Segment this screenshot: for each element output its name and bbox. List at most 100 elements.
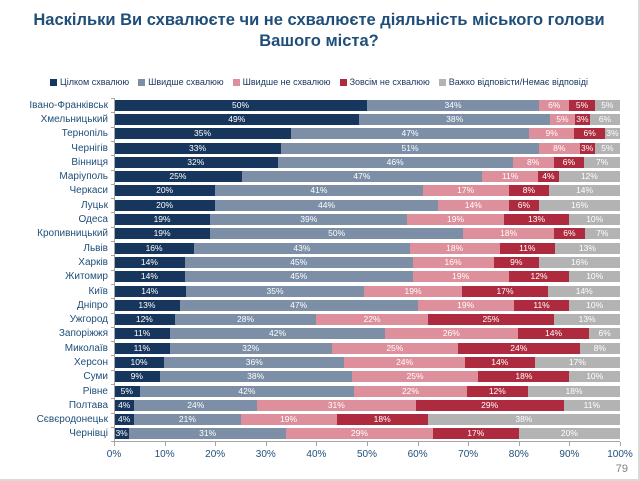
y-axis-tick: [111, 155, 115, 157]
segment-value-label: 13%: [528, 214, 546, 225]
stacked-bar: 19% 50% 18% 6% 7%: [114, 228, 620, 240]
bar-segment: 44%: [215, 199, 438, 211]
bar-segment: 50%: [114, 99, 367, 111]
bar-segment: 24%: [344, 356, 465, 368]
bar-segment: 9%: [114, 371, 160, 383]
segment-value-label: 19%: [457, 299, 475, 310]
bar-segment: 18%: [528, 385, 620, 397]
y-axis-line: [111, 98, 115, 443]
segment-value-label: 13%: [138, 299, 156, 310]
bar-segment: 13%: [554, 314, 620, 326]
segment-value-label: 14%: [464, 199, 482, 210]
segment-value-label: 17%: [457, 185, 475, 196]
segment-value-label: 11%: [583, 399, 601, 410]
bar-segment: 28%: [174, 314, 317, 326]
stacked-bar: 49% 38% 5% 3% 6%: [114, 113, 620, 125]
y-axis-tick: [111, 255, 115, 257]
segment-value-label: 32%: [242, 342, 260, 353]
stacked-bar: 3% 31% 29% 17% 20%: [114, 428, 620, 440]
segment-value-label: 13%: [578, 242, 596, 253]
category-label: Дніпро: [76, 299, 108, 311]
segment-value-label: 10%: [130, 356, 148, 367]
category-label: Луцьк: [81, 199, 108, 211]
x-axis-tick: [265, 442, 267, 447]
bar-segment: 11%: [114, 328, 171, 340]
segment-value-label: 17%: [467, 428, 485, 439]
x-axis-tick: [620, 442, 621, 447]
bar-segment: 17%: [422, 185, 509, 197]
segment-value-label: 11%: [519, 242, 536, 253]
segment-value-label: 8%: [522, 185, 536, 196]
y-axis-tick: [111, 169, 115, 171]
segment-value-label: 20%: [156, 199, 174, 210]
segment-value-label: 8%: [593, 342, 606, 353]
category-label: Київ: [88, 285, 108, 297]
segment-value-label: 19%: [153, 228, 171, 239]
bar-segment: 47%: [179, 299, 418, 311]
bar-segment: 8%: [539, 142, 580, 154]
segment-value-label: 35%: [266, 285, 284, 296]
bar-segment: 16%: [539, 256, 620, 268]
bar-segment: 26%: [384, 328, 518, 340]
x-axis-tick-label: 10%: [154, 449, 175, 461]
segment-value-label: 16%: [571, 199, 589, 210]
segment-value-label: 22%: [363, 314, 381, 325]
category-label: Рівне: [82, 385, 108, 397]
segment-value-label: 7%: [596, 228, 609, 239]
segment-value-label: 29%: [481, 399, 499, 410]
bar-segment: 4%: [114, 414, 135, 426]
segment-value-label: 34%: [444, 99, 462, 110]
stacked-bar: 12% 28% 22% 25% 13%: [114, 314, 620, 326]
chart-row: Львів 16% 43% 18% 11% 13%: [8, 241, 620, 255]
legend-label: Важко відповісти/Немає відповіді: [448, 77, 588, 87]
segment-value-label: 6%: [563, 228, 576, 239]
bar-segment: 11%: [499, 242, 555, 254]
y-axis-tick: [111, 212, 115, 214]
segment-value-label: 24%: [510, 342, 528, 353]
category-label: Запоріжжя: [58, 328, 108, 340]
bar-segment: 4%: [538, 171, 559, 183]
x-axis-tick: [114, 442, 115, 447]
segment-value-label: 31%: [199, 428, 217, 439]
segment-value-label: 18%: [446, 242, 464, 253]
y-axis-tick: [111, 140, 115, 142]
segment-value-label: 17%: [496, 285, 514, 296]
segment-value-label: 19%: [447, 214, 465, 225]
segment-value-label: 51%: [401, 142, 419, 153]
x-axis-tick: [468, 442, 470, 447]
x-axis-tick-label: 60%: [407, 449, 428, 461]
segment-value-label: 46%: [386, 156, 404, 167]
bar-segment: 11%: [114, 342, 170, 354]
category-label: Миколаїв: [64, 342, 108, 354]
segment-value-label: 25%: [406, 371, 424, 382]
stacked-bar: 32% 46% 8% 6% 7%: [114, 156, 620, 168]
segment-value-label: 14%: [140, 256, 158, 267]
segment-value-label: 9%: [510, 256, 523, 267]
segment-value-label: 9%: [545, 128, 558, 139]
bar-segment: 8%: [508, 185, 550, 197]
segment-value-label: 10%: [586, 214, 604, 225]
segment-value-label: 12%: [530, 271, 548, 282]
bar-segment: 6%: [574, 128, 605, 140]
segment-value-label: 45%: [290, 271, 308, 282]
chart-row: Житомир 14% 45% 19% 12% 10%: [8, 270, 620, 284]
bar-segment: 6%: [589, 113, 620, 125]
x-axis-tick: [367, 442, 368, 447]
bar-segment: 18%: [463, 228, 555, 240]
segment-value-label: 24%: [187, 399, 205, 410]
x-axis-tick: [569, 442, 571, 447]
segment-value-label: 3%: [580, 142, 594, 153]
bar-segment: 14%: [437, 199, 509, 211]
category-label: Маріуполь: [59, 171, 108, 183]
bar-segment: 34%: [367, 99, 540, 111]
bar-segment: 38%: [159, 371, 352, 383]
stacked-bar: 19% 39% 19% 13% 10%: [114, 214, 620, 226]
y-axis-tick: [111, 226, 115, 228]
y-axis-tick: [111, 341, 115, 343]
segment-value-label: 3%: [606, 128, 619, 139]
bar-segment: 8%: [579, 342, 620, 354]
chart-row: Івано-Франківськ 50% 34% 6% 5% 5%: [8, 98, 620, 112]
bar-segment: 11%: [563, 399, 620, 411]
x-axis-tick-label: 80%: [508, 449, 529, 461]
segment-value-label: 12%: [580, 171, 598, 182]
